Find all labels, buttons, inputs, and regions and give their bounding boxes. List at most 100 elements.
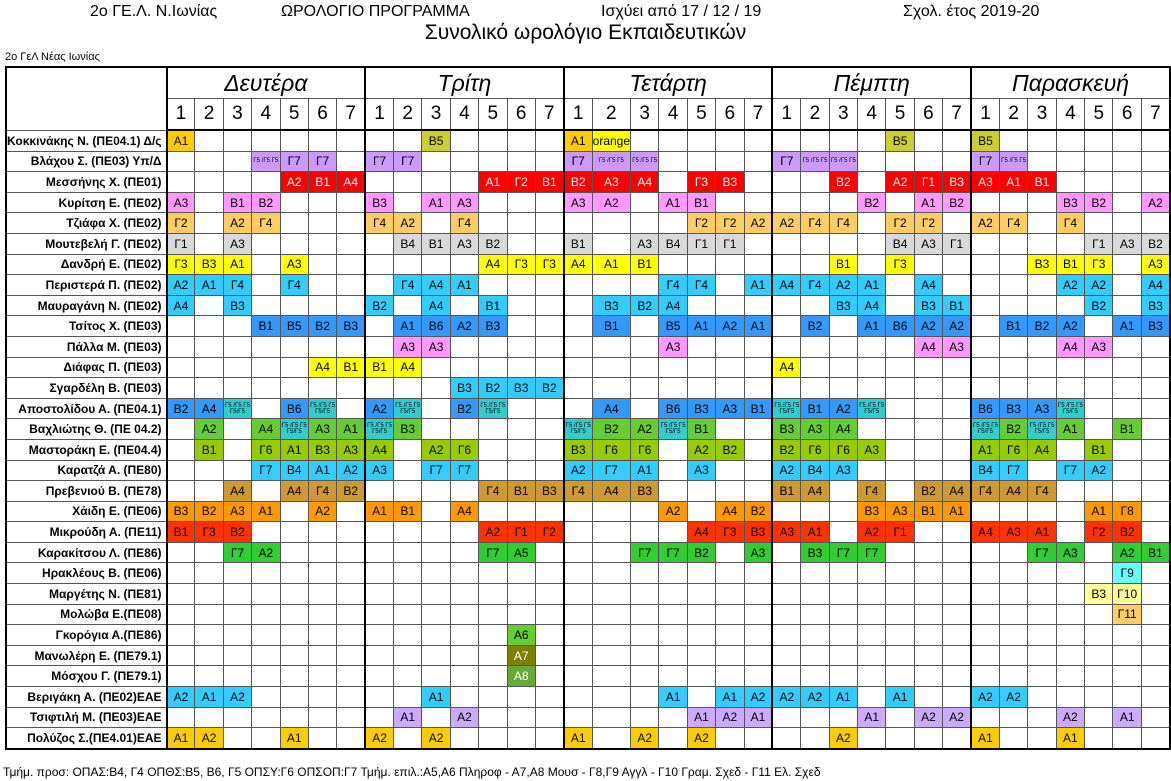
schedule-cell — [449, 583, 480, 605]
schedule-cell — [165, 665, 196, 688]
schedule-cell: Α2 — [1112, 541, 1142, 564]
schedule-cell — [942, 583, 972, 605]
schedule-cell: Β1 — [364, 356, 395, 379]
schedule-cell: Γ7 — [857, 541, 887, 564]
schedule-cell — [771, 129, 802, 152]
schedule-cell: Γ3 — [165, 253, 196, 276]
schedule-cell — [393, 480, 423, 502]
schedule-cell: Β6 — [279, 397, 309, 420]
schedule-cell: Β3 — [506, 377, 536, 399]
schedule-cell — [630, 191, 660, 214]
schedule-cell — [307, 294, 338, 317]
schedule-cell — [562, 521, 593, 543]
schedule-cell — [478, 335, 508, 358]
schedule-cell — [857, 150, 887, 173]
schedule-cell — [970, 665, 1000, 688]
schedule-cell: Β3 — [1140, 315, 1171, 337]
teacher-name: Καρατζά Α. (ΠΕ80) — [5, 459, 168, 482]
schedule-cell — [1112, 438, 1142, 461]
schedule-cell — [1140, 686, 1171, 708]
schedule-cell: Α3 — [942, 335, 972, 358]
schedule-cell: Α1 — [686, 315, 717, 337]
schedule-cell — [251, 583, 281, 605]
schedule-cell — [534, 562, 565, 585]
school-short-name: 2ο ΓΕ.Λ. Ν.Ιωνίας — [90, 3, 218, 20]
schedule-cell: Α2 — [942, 706, 972, 729]
schedule-cell: Γ3 — [885, 253, 915, 276]
schedule-cell — [591, 335, 632, 358]
schedule-cell — [743, 377, 773, 399]
schedule-cell — [970, 624, 1000, 646]
schedule-cell: Β1 — [743, 397, 773, 420]
schedule-cell — [1112, 191, 1142, 214]
schedule-cell — [743, 727, 773, 750]
schedule-cell — [658, 212, 688, 234]
schedule-cell — [251, 706, 281, 729]
schedule-cell: Γ5 /Γ5 Γ5 Γ5/Γ5 — [222, 397, 253, 420]
schedule-cell — [743, 335, 773, 358]
schedule-cell: Α1 — [658, 686, 688, 708]
schedule-cell — [421, 253, 451, 276]
schedule-cell — [658, 253, 688, 276]
teacher-name: Βεριγάκη Α. (ΠΕ02)ΕΑΕ — [5, 686, 168, 708]
schedule-cell: Β1 — [307, 171, 338, 193]
schedule-cell — [478, 418, 508, 440]
schedule-cell: Γ4 — [279, 274, 309, 296]
schedule-cell — [534, 624, 565, 646]
schedule-cell: Β2 — [743, 500, 773, 523]
schedule-cell — [534, 191, 565, 214]
schedule-cell: Β1 — [1027, 171, 1057, 193]
schedule-cell — [364, 377, 395, 399]
schedule-cell — [1027, 624, 1057, 646]
schedule-cell — [1084, 541, 1114, 564]
schedule-cell — [251, 397, 281, 420]
schedule-cell — [885, 583, 915, 605]
schedule-cell — [194, 294, 224, 317]
schedule-cell — [1084, 603, 1114, 626]
schedule-cell — [1055, 686, 1086, 708]
schedule-cell: Β1 — [534, 171, 565, 193]
schedule-cell — [658, 171, 688, 193]
teacher-row: Κοκκινάκης Ν. (ΠΕ04.1) Δ/ς Α1 Β5 Α1 orange Β5… — [5, 129, 1171, 152]
schedule-cell — [686, 562, 717, 585]
schedule-cell — [222, 665, 253, 688]
period-number: 4 — [658, 98, 688, 131]
schedule-cell — [165, 583, 196, 605]
schedule-cell — [307, 212, 338, 234]
teacher-row: Αποστολίδου Α. (ΠΕ04.1) Β2 Α4 Γ5 /Γ5 Γ5 Γ5/… — [5, 397, 1171, 420]
schedule-cell — [1112, 150, 1142, 173]
schedule-cell — [506, 397, 536, 420]
schedule-cell: Α3 — [800, 418, 830, 440]
schedule-cell: Α2 — [478, 521, 508, 543]
teacher-name: Πολύζος Σ.(ΠΕ4.01)ΕΑΕ — [5, 727, 168, 750]
schedule-cell — [478, 356, 508, 379]
schedule-cell: Β1 — [562, 232, 593, 255]
schedule-cell — [393, 438, 423, 461]
schedule-cell — [857, 727, 887, 750]
schedule-cell: Α4 — [421, 274, 451, 296]
schedule-cell — [1084, 397, 1114, 420]
schedule-cell — [534, 644, 565, 667]
schedule-cell: Γ7 — [970, 150, 1000, 173]
schedule-cell — [562, 644, 593, 667]
schedule-cell: Α2 — [449, 315, 480, 337]
schedule-cell — [534, 212, 565, 234]
schedule-cell — [771, 191, 802, 214]
schedule-cell: Β1 — [222, 191, 253, 214]
schedule-cell — [715, 191, 745, 214]
schedule-cell: Α1 — [279, 438, 309, 461]
teacher-name: Αποστολίδου Α. (ΠΕ04.1) — [5, 397, 168, 420]
schedule-cell: Γ9 — [1112, 562, 1142, 585]
schedule-cell: Γ4 — [857, 480, 887, 502]
schedule-cell: Α1 — [942, 500, 972, 523]
schedule-cell — [534, 356, 565, 379]
schedule-cell: Α1 — [800, 521, 830, 543]
teacher-name: Μαυραγάνη Ν. (ΠΕ02) — [5, 294, 168, 317]
teacher-row: Κυρίτση Ε. (ΠΕ02) Α3 Β1 Β2 Β3 Α1 Α3 Α3 Α2 Α1 Β1 Β2 Α… — [5, 191, 1171, 214]
schedule-cell — [307, 232, 338, 255]
schedule-cell — [715, 583, 745, 605]
schedule-cell — [970, 644, 1000, 667]
day-header: Τετάρτη — [562, 66, 773, 99]
schedule-cell: Β1 — [686, 418, 717, 440]
schedule-cell — [885, 706, 915, 729]
